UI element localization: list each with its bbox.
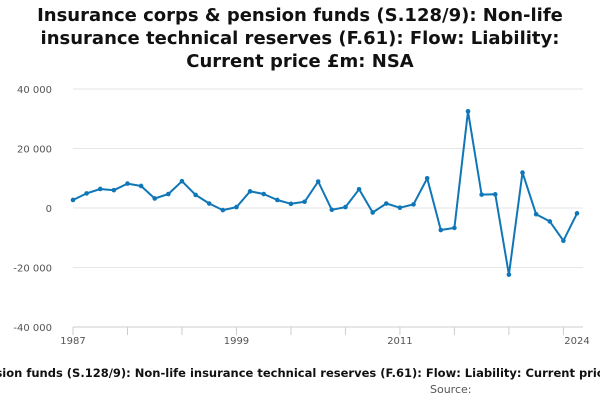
y-tick-label: 0: [46, 204, 52, 215]
data-point[interactable]: [411, 202, 416, 207]
legend: Insurance corps & pension funds (S.128/9…: [0, 366, 600, 380]
data-point[interactable]: [343, 204, 348, 210]
data-point[interactable]: [383, 201, 389, 206]
y-tick-label: -40 000: [13, 323, 52, 334]
data-point[interactable]: [111, 187, 117, 193]
data-point[interactable]: [424, 175, 430, 181]
data-point[interactable]: [70, 197, 76, 203]
x-axis: [72, 326, 583, 335]
data-point[interactable]: [234, 204, 239, 210]
data-point[interactable]: [302, 199, 307, 205]
series-group: [70, 109, 580, 277]
data-point[interactable]: [533, 211, 539, 217]
data-point[interactable]: [138, 183, 144, 189]
data-point[interactable]: [547, 219, 553, 224]
x-tick-label: 1987: [60, 336, 85, 347]
y-axis: 40 000 20 000 0 -20 000 -40 000: [13, 85, 52, 334]
data-point[interactable]: [206, 201, 212, 206]
x-tick-label: 2011: [387, 336, 412, 347]
legend-label: Insurance corps & pension funds (S.128/9…: [0, 366, 600, 380]
data-point[interactable]: [438, 227, 444, 233]
y-tick-label: 40 000: [17, 85, 52, 96]
data-point[interactable]: [84, 191, 89, 196]
y-tick-label: 20 000: [17, 145, 52, 156]
data-point[interactable]: [220, 207, 226, 213]
data-point[interactable]: [574, 211, 580, 216]
data-point[interactable]: [356, 186, 362, 192]
data-point[interactable]: [247, 189, 253, 194]
data-point[interactable]: [179, 178, 185, 184]
data-point[interactable]: [97, 186, 103, 192]
data-point[interactable]: [492, 192, 498, 197]
x-tick-label: 2024: [564, 336, 589, 347]
data-point[interactable]: [561, 238, 566, 244]
data-point[interactable]: [370, 210, 375, 215]
data-point[interactable]: [479, 192, 484, 197]
data-point[interactable]: [152, 196, 158, 201]
data-point[interactable]: [315, 179, 321, 184]
x-tick-label: 1999: [224, 336, 249, 347]
y-tick-label: -20 000: [13, 264, 52, 275]
chart-title: Insurance corps & pension funds (S.128/9…: [37, 5, 563, 72]
data-point[interactable]: [329, 207, 335, 213]
data-point[interactable]: [166, 191, 171, 197]
data-point[interactable]: [288, 201, 294, 207]
series-line: [72, 110, 578, 276]
data-point[interactable]: [465, 109, 471, 114]
data-point[interactable]: [506, 272, 512, 277]
data-point[interactable]: [397, 205, 403, 211]
x-tick-labels: 1987 1999 2011 2024: [60, 336, 589, 347]
data-point[interactable]: [275, 197, 280, 203]
source-label: Source:: [430, 383, 472, 396]
data-point[interactable]: [125, 181, 130, 186]
data-point[interactable]: [452, 225, 457, 231]
data-point[interactable]: [261, 191, 267, 197]
gridlines: [73, 88, 583, 328]
data-point[interactable]: [193, 192, 198, 198]
data-point[interactable]: [520, 170, 525, 175]
